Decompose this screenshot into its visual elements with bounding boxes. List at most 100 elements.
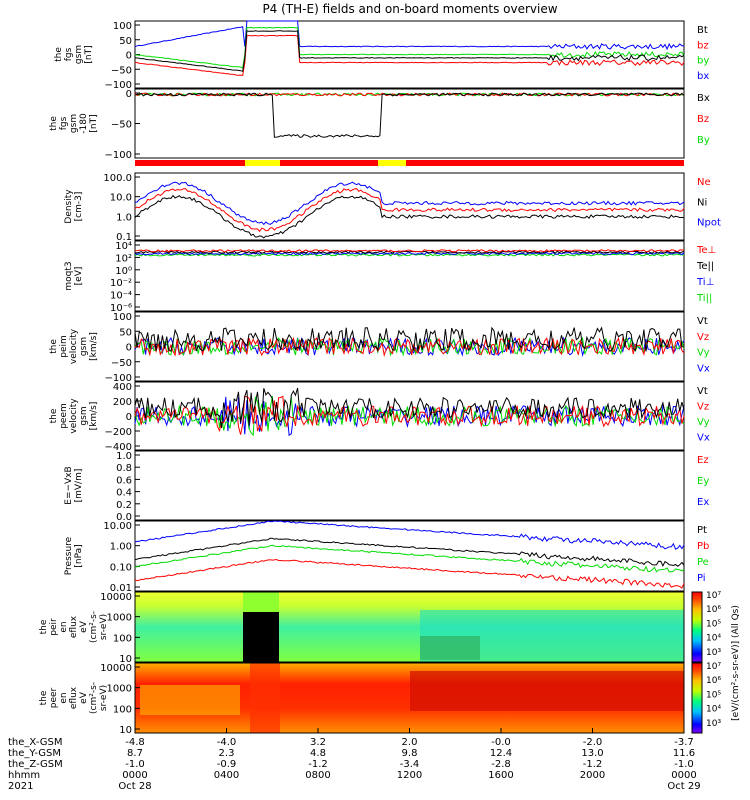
y-tick-label: 10⁴ xyxy=(115,241,132,252)
trace-4 xyxy=(134,387,685,429)
time-axis-z: -3.4 xyxy=(400,759,420,770)
colorbar-tick-label: 10⁴ xyxy=(706,705,721,715)
trace-3 xyxy=(134,188,685,233)
y-tick-label: 0.10 xyxy=(110,562,132,573)
y-tick-label: 0.4 xyxy=(116,488,132,499)
y-axis-label: moqt3 [eV] xyxy=(64,261,84,290)
trace-1 xyxy=(134,20,685,51)
time-axis-z: -1.0 xyxy=(125,759,145,770)
legend-ex: Ex xyxy=(697,497,709,508)
heatmap-intense-band xyxy=(410,671,684,711)
legend-vy: Vy xyxy=(697,348,710,359)
trace-4 xyxy=(134,537,685,567)
y-tick-label: 0 xyxy=(126,51,132,62)
y-axis-label-line: peer xyxy=(49,687,59,708)
panel-3: 100.0 10.0 1.0 0.1 Density [cm-3] Ne Ni Npot xyxy=(64,172,721,243)
legend-bz: bz xyxy=(697,40,709,51)
y-axis-label-line: gsm xyxy=(79,337,89,356)
y-axis-label-line: the xyxy=(49,339,59,354)
y-tick-label: 10000 xyxy=(100,592,132,603)
y-tick-label: 10⁰ xyxy=(115,266,132,277)
legend-te: Te⊥ xyxy=(696,245,716,256)
time-axis-y: 12.4 xyxy=(490,748,512,759)
trace-2 xyxy=(134,544,685,573)
time-axis-hhmm: 0800 xyxy=(305,770,330,781)
y-axis-label-line: gsm xyxy=(74,45,84,64)
y-tick-label: −200 xyxy=(105,427,132,438)
trace-3 xyxy=(134,92,685,138)
y-tick-label: 50 xyxy=(119,327,132,338)
trace-4 xyxy=(134,30,685,72)
y-axis-label-line: the xyxy=(54,47,64,62)
y-axis-label-line: en xyxy=(59,621,69,632)
y-axis-label: E=−VxB [mV/m] xyxy=(64,466,84,504)
y-axis-label-line: [cm-3] xyxy=(74,192,84,222)
time-axis-row-label: hhmm xyxy=(8,770,40,781)
time-axis-y: 9.8 xyxy=(402,748,418,759)
legend-pi: Pi xyxy=(697,573,706,584)
trace-3 xyxy=(134,395,685,435)
y-axis-label-line: [km/s] xyxy=(89,402,99,431)
legend-pt: Pt xyxy=(697,525,707,536)
legend-vt: Vt xyxy=(697,386,708,397)
time-axis-y: 2.3 xyxy=(219,748,235,759)
y-axis-label: the peem velocity gsm [km/s] xyxy=(49,398,99,434)
time-axis-z: -1.2 xyxy=(308,759,328,770)
y-axis-label-line: Pressure xyxy=(64,536,74,575)
legend-vy: Vy xyxy=(697,417,710,428)
y-tick-label: 10.00 xyxy=(103,521,132,532)
y-tick-label: 0 xyxy=(126,343,132,354)
y-axis-label-line: the xyxy=(49,116,59,131)
time-axis-hhmm: 0000 xyxy=(671,770,696,781)
y-axis-label-line: [km/s] xyxy=(89,332,99,361)
legend-pe: Pe xyxy=(697,557,709,568)
y-axis-label-line: -180 xyxy=(79,113,89,134)
time-axis-hhmm: 1600 xyxy=(488,770,513,781)
y-axis-label-line: (cm²-s- xyxy=(89,611,99,643)
legend-te: Te|| xyxy=(696,261,714,272)
y-tick-label: 0.1 xyxy=(116,232,132,243)
colorbar-lower xyxy=(691,662,703,734)
heatmap-intense-column xyxy=(250,663,280,733)
y-axis-label-line: moqt3 xyxy=(64,261,74,290)
y-axis-label-line: fgs xyxy=(64,47,74,61)
y-axis-label-line: [nPa] xyxy=(74,544,84,567)
y-tick-label: 10.0 xyxy=(110,193,132,204)
trace-1 xyxy=(134,181,685,226)
legend-bz: Bz xyxy=(697,114,709,125)
y-tick-label: 0.8 xyxy=(116,463,132,474)
y-axis-label-line: the xyxy=(49,408,59,423)
y-tick-label: 0 xyxy=(126,412,132,423)
y-tick-label: −400 xyxy=(105,442,132,453)
y-tick-label: 100 xyxy=(113,312,132,323)
y-axis-label-line: eV xyxy=(79,691,89,704)
y-axis-label-line: velocity xyxy=(69,398,79,434)
time-axis-hhmm: 1200 xyxy=(397,770,422,781)
y-axis-label-line: Density xyxy=(64,189,74,224)
panel-10: 10000 1000 100 10 the peer en eflux eV (cm²-s-sr-… xyxy=(39,662,685,736)
time-axis-row-label: 2021 xyxy=(8,781,33,792)
y-tick-label: −50 xyxy=(111,120,132,131)
legend-bt: Bt xyxy=(697,25,708,36)
colorbar-tick-label: 10³ xyxy=(706,648,721,658)
legend-ni: Ni xyxy=(697,197,707,208)
y-tick-label: 10⁻⁴ xyxy=(110,291,132,302)
y-axis-label-line: en xyxy=(59,692,69,703)
trace-2 xyxy=(134,194,685,239)
time-axis-row-label: the_Z-GSM xyxy=(8,759,63,770)
legend-ne: Ne xyxy=(697,177,711,188)
y-axis-label: Density [cm-3] xyxy=(64,189,84,224)
colorbar-tick-label: 10⁶ xyxy=(706,676,721,686)
panel-frame xyxy=(134,172,685,241)
y-axis-label: the peir en eflux eV (cm²-s-sr-eV) xyxy=(39,611,109,643)
y-tick-label: 10⁻² xyxy=(110,278,132,289)
y-axis-label: the peim velocity gsm [km/s] xyxy=(49,328,99,364)
y-tick-label: 400 xyxy=(113,382,132,393)
y-tick-label: 200 xyxy=(113,397,132,408)
y-axis-label-line: the xyxy=(39,690,49,705)
heatmap-patch xyxy=(420,636,480,660)
y-tick-label: −50 xyxy=(111,65,132,76)
y-tick-label: −100 xyxy=(105,150,132,161)
